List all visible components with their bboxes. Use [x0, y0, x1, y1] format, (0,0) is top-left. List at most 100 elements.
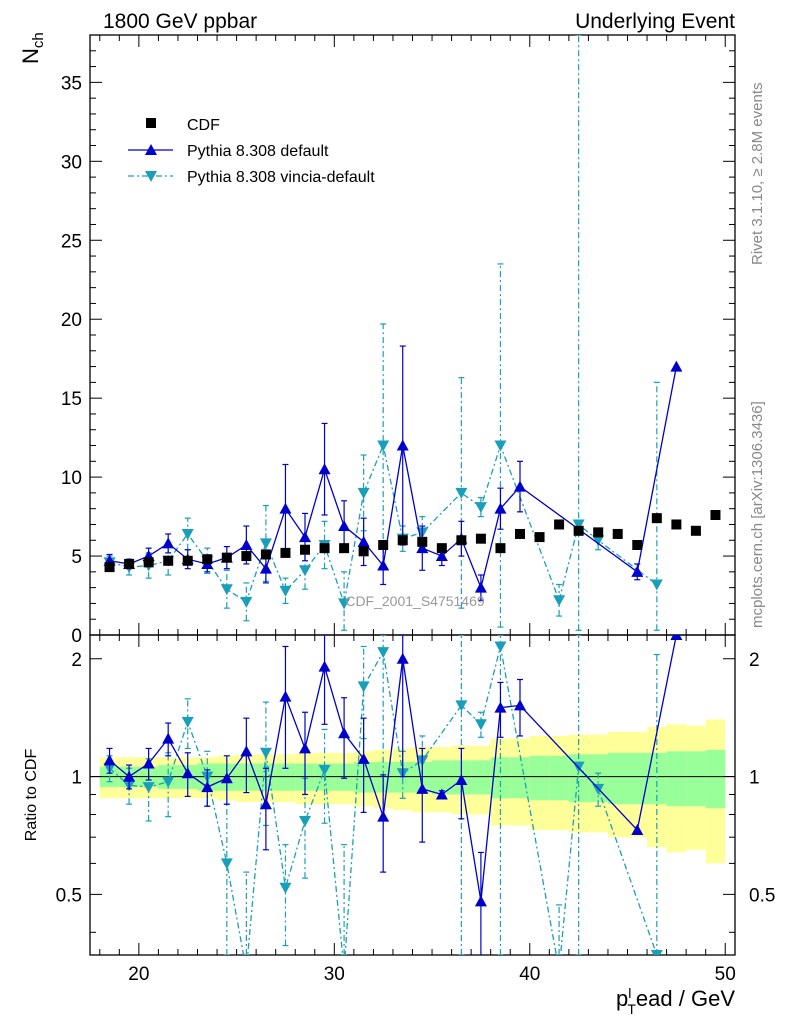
ratio-xtick-label: 50 — [715, 964, 736, 985]
ratio-band-inner — [510, 757, 530, 799]
ratio-default-point — [279, 690, 292, 702]
vincia-point — [357, 487, 370, 499]
main-ylabel-sub: ch — [30, 32, 47, 48]
ratio-default-point — [201, 781, 214, 793]
main-series-group — [103, 35, 721, 631]
ratio-band-inner — [607, 752, 628, 805]
vincia-point — [455, 487, 468, 499]
ratio-vincia-point — [279, 882, 292, 894]
ratio-band-inner — [549, 755, 569, 801]
ratio-axis-ticks: 0.5 0.5 1 1 2 2 20 30 40 50 — [56, 635, 775, 985]
vincia-point — [220, 584, 233, 596]
cdf-point — [143, 557, 154, 568]
vincia-point — [494, 440, 507, 452]
ratio-uncertainty-band — [90, 719, 735, 864]
main-ylabel: Nch — [18, 32, 47, 64]
ratio-band-inner — [686, 751, 706, 807]
ratio-vincia-point — [455, 700, 468, 712]
ratio-default-point — [455, 773, 468, 785]
ratio-default-point — [435, 788, 448, 800]
vincia-point — [240, 596, 253, 608]
ratio-band-inner — [627, 752, 648, 805]
main-ytick-label: 30 — [61, 152, 82, 173]
legend-default-marker — [145, 144, 157, 155]
ratio-default-point — [162, 732, 175, 744]
ratio-vincia-point — [142, 782, 155, 794]
legend-cdf-label: CDF — [187, 117, 220, 134]
ratio-default-point — [181, 767, 194, 779]
ratio-vincia-point — [259, 747, 272, 759]
main-ytick-label: 5 — [71, 547, 82, 568]
ratio-default-point — [377, 810, 390, 822]
ratio-vincia-point — [220, 858, 233, 870]
default-point — [416, 542, 429, 554]
default-point — [631, 565, 644, 577]
ratio-vincia-point — [299, 815, 311, 827]
rivet-label: Rivet 3.1.10, ≥ 2.8M events — [749, 83, 766, 266]
vincia-point — [553, 595, 566, 607]
cdf-point — [671, 519, 682, 530]
ratio-ytick-label-left: 2 — [71, 650, 82, 671]
ratio-vincia-point — [553, 965, 565, 976]
ratio-vincia-point — [357, 681, 370, 693]
ratio-xtick-label: 20 — [128, 964, 149, 985]
cdf-point — [104, 562, 115, 573]
ratio-vincia-point — [494, 641, 507, 653]
ratio-band-inner — [471, 760, 491, 795]
header-left-title: 1800 GeV ppbar — [103, 10, 257, 33]
ratio-default-point — [514, 699, 526, 711]
ratio-ytick-label-left: 1 — [71, 768, 82, 789]
main-ylabel-main: N — [18, 48, 43, 64]
ratio-xtick-label: 40 — [519, 964, 540, 985]
ratio-band-inner — [588, 754, 608, 803]
ratio-panel: 0.5 0.5 1 1 2 2 20 30 40 50 Ratio to CDF pl Tead /… — [23, 634, 775, 1017]
legend-default-label: Pythia 8.308 default — [187, 143, 329, 160]
ratio-vincia-point — [240, 965, 252, 976]
ratio-ylabel: Ratio to CDF — [23, 749, 40, 842]
vincia-point — [572, 519, 585, 531]
legend-cdf-marker — [146, 118, 156, 128]
legend-vincia-marker — [145, 171, 157, 182]
main-ytick-label: 25 — [61, 231, 82, 252]
main-ytick-label: 15 — [61, 389, 82, 410]
ratio-ytick-label-right: 1 — [749, 768, 760, 789]
ratio-vincia-point — [650, 950, 663, 955]
default-point — [338, 520, 351, 532]
main-ytick-label: 35 — [61, 73, 82, 94]
default-point — [299, 531, 311, 543]
cdf-point — [436, 543, 447, 554]
ratio-band-inner — [432, 760, 452, 795]
xlabel-main: p — [616, 986, 628, 1011]
ratio-default-point — [416, 782, 429, 794]
cdf-point — [632, 540, 643, 550]
ratio-default-point — [259, 798, 272, 810]
cdf-point — [495, 543, 506, 554]
vincia-point — [650, 579, 663, 591]
cdf-point — [221, 552, 232, 563]
vincia-point — [592, 535, 605, 547]
cdf-point — [397, 535, 408, 546]
main-panel: 0 5 10 15 20 25 30 35 CDF_2001_S4751469 CDF Pyt… — [18, 32, 736, 647]
cdf-point — [515, 528, 525, 539]
ratio-xtick-label: 30 — [324, 964, 345, 985]
cdf-point — [202, 554, 213, 565]
xlabel-sub: T — [627, 1001, 636, 1017]
ratio-default-point — [396, 652, 409, 664]
ratio-vincia-point — [474, 719, 487, 731]
default-point — [357, 535, 370, 547]
ratio-clipped-group — [103, 635, 683, 976]
ratio-default-point — [338, 727, 351, 739]
ratio-default-point — [357, 752, 370, 764]
default-point — [474, 581, 487, 593]
ratio-band-inner — [705, 749, 726, 809]
ratio-default-point — [299, 742, 311, 754]
ratio-vincia-point — [318, 764, 331, 776]
cdf-point — [534, 532, 545, 543]
default-point — [435, 550, 448, 562]
cdf-point — [260, 549, 271, 560]
vincia-point — [299, 565, 311, 577]
main-ytick-label: 0 — [71, 626, 82, 647]
cdf-point — [241, 551, 252, 562]
legend: CDF Pythia 8.308 default Pythia 8.308 vi… — [128, 117, 375, 186]
